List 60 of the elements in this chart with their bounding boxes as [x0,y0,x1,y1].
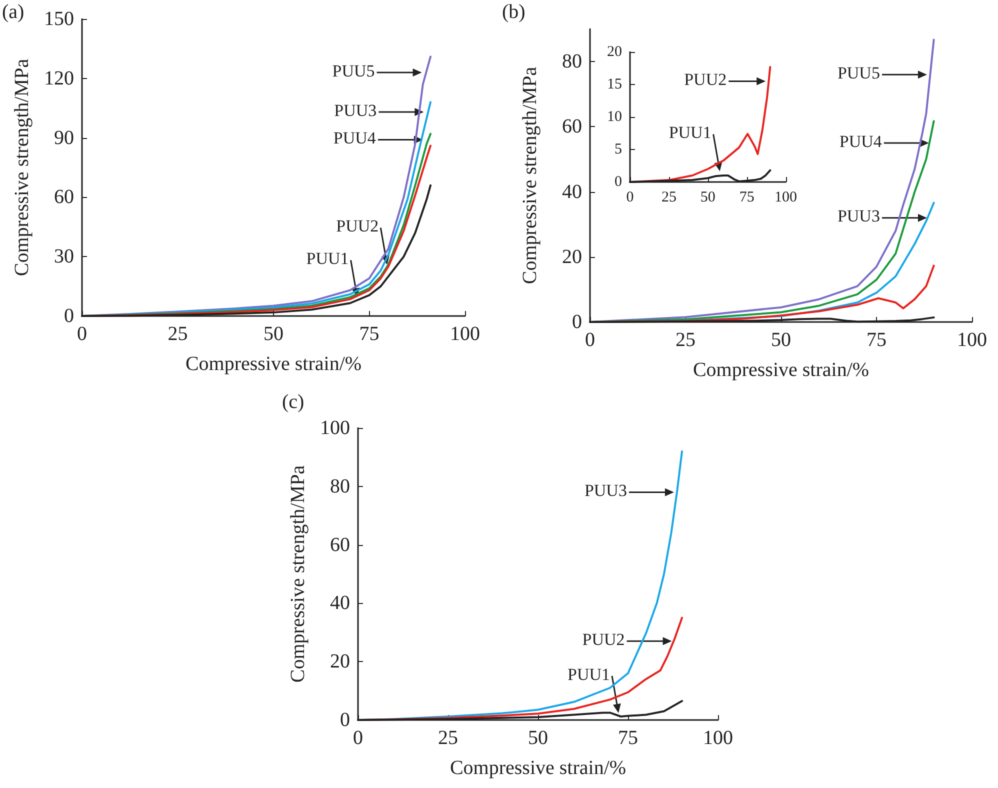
x-tick-label: 25 [676,329,696,351]
x-axis-title: Compressive strain/% [692,359,870,381]
y-axis-title: Compressive strength/MPa [287,465,309,683]
chart-title: (c) [282,391,304,413]
x-axis-title: Compressive strain/% [185,353,362,375]
x-tick-label: 0 [626,190,634,206]
annotation: PUU1 [668,123,712,142]
y-tick-label: 60 [54,186,74,208]
y-tick-label: 0 [340,709,350,731]
annotation: PUU3 [584,481,627,500]
y-tick-label: 15 [607,76,622,92]
x-tick-label: 75 [739,190,754,206]
x-axis-title: Compressive strain/% [450,757,626,779]
annotation: PUU1 [306,249,349,268]
x-tick-label: 100 [774,190,797,206]
y-axis-title: Compressive strength/MPa [11,58,33,276]
y-tick-label: 5 [614,142,622,158]
x-tick-label: 50 [528,727,548,749]
y-tick-label: 30 [54,246,74,268]
x-tick-label: 25 [168,323,188,345]
x-tick-label: 25 [438,727,458,749]
y-tick-label: 20 [607,44,622,60]
x-tick-label: 75 [866,329,886,351]
annotation: PUU5 [332,61,375,80]
annotation: PUU3 [837,206,880,226]
x-tick-label: 50 [264,323,284,345]
x-tick-label: 100 [450,323,480,345]
annotation: PUU4 [839,132,882,151]
x-tick-label: 100 [957,329,987,351]
annotation: PUU2 [684,70,727,90]
annotation: PUU4 [333,128,376,148]
y-tick-label: 20 [562,246,582,268]
y-axis-title: Compressive strength/MPa [519,66,541,284]
y-tick-label: 40 [562,180,582,203]
annotation: PUU1 [567,664,610,684]
y-tick-label: 90 [54,126,74,149]
y-tick-label: 0 [64,305,74,327]
annotation: PUU2 [336,216,379,236]
chart-title: (b) [502,1,526,23]
chart-title: (a) [2,1,24,23]
y-tick-label: 80 [330,475,350,498]
x-tick-label: 25 [661,190,676,206]
y-tick-label: 150 [44,8,74,30]
annotation: PUU2 [582,630,625,650]
y-tick-label: 80 [562,50,582,73]
y-tick-label: 20 [330,650,350,673]
y-tick-label: 100 [320,417,350,439]
x-tick-label: 50 [771,329,791,351]
annotation: PUU3 [334,100,377,120]
y-tick-label: 120 [44,67,74,90]
y-tick-label: 60 [562,116,582,138]
x-tick-label: 100 [703,727,733,749]
x-tick-label: 50 [700,190,716,206]
y-tick-label: 0 [614,174,622,190]
y-tick-label: 40 [330,592,350,614]
y-tick-label: 10 [607,109,622,125]
annotation: PUU5 [837,63,880,82]
x-tick-label: 75 [618,727,638,749]
y-tick-label: 60 [330,534,350,556]
x-tick-label: 75 [359,323,380,345]
